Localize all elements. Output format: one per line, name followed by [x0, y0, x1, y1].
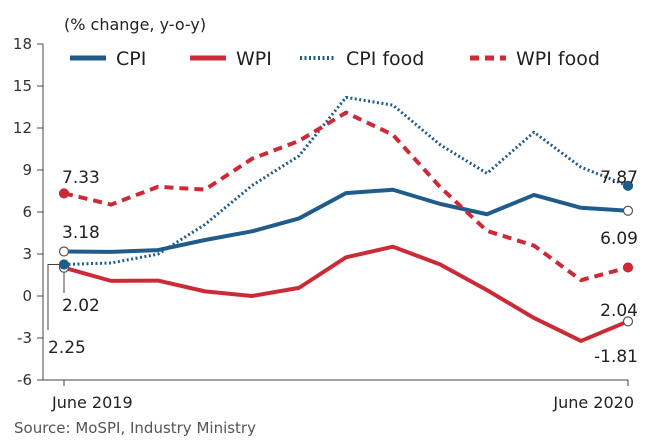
y-tick-label: -6	[17, 371, 32, 389]
series-lines	[63, 95, 629, 343]
label-wpi-end: -1.81	[594, 347, 638, 367]
legend-label-cpi: CPI	[116, 48, 146, 70]
y-tick-label: 3	[22, 245, 32, 263]
x-tick-label: June 2020	[552, 393, 634, 412]
x-axis: June 2019 June 2020	[43, 185, 634, 412]
series-line-wpi-food	[63, 110, 629, 283]
label-cpi-end: 6.09	[600, 229, 638, 249]
y-tick-label: 0	[22, 287, 32, 305]
legend-label-wpi-food: WPI food	[516, 48, 600, 70]
data-labels: 7.33 3.18 2.02 2.25 7.87 6.09 2.04 -1.81	[48, 168, 638, 367]
marker-cpi	[622, 205, 634, 216]
marker-cpi	[58, 246, 70, 257]
y-tick-label: 12	[13, 119, 32, 137]
marker-cpi-food	[58, 259, 70, 270]
marker-wpi	[622, 316, 634, 327]
leader-line	[47, 264, 64, 330]
label-wpi-food-end: 2.04	[600, 301, 638, 321]
y-tick-label: 6	[22, 203, 32, 221]
y-tick-label: 18	[13, 35, 32, 53]
unit-label: (% change, y-o-y)	[64, 15, 206, 34]
marker-wpi-food	[58, 188, 70, 199]
marker-cpi-food	[622, 180, 634, 191]
x-tick-label: June 2019	[51, 393, 133, 412]
legend: CPI WPI CPI food WPI food	[70, 48, 600, 70]
label-wpi-food-start: 7.33	[62, 168, 100, 188]
label-cpi-food-start: 2.25	[48, 338, 86, 358]
label-cpi-start: 3.18	[62, 223, 100, 243]
legend-label-wpi: WPI	[236, 48, 272, 70]
y-tick-label: -3	[17, 329, 32, 347]
series-line-cpi-food	[63, 95, 629, 266]
legend-label-cpi-food: CPI food	[346, 48, 424, 70]
label-cpi-food-end: 7.87	[600, 168, 638, 188]
label-wpi-start: 2.02	[62, 296, 100, 316]
end-markers	[58, 180, 634, 327]
series-line-wpi	[63, 244, 629, 343]
series-line-cpi	[63, 187, 629, 254]
y-tick-label: 15	[13, 77, 32, 95]
y-axis: 18 15 12 9 6 3 0 -3 -6	[13, 35, 44, 389]
y-tick-label: 9	[22, 161, 32, 179]
source-note: Source: MoSPI, Industry Ministry	[14, 419, 256, 437]
marker-wpi-food	[622, 262, 634, 273]
